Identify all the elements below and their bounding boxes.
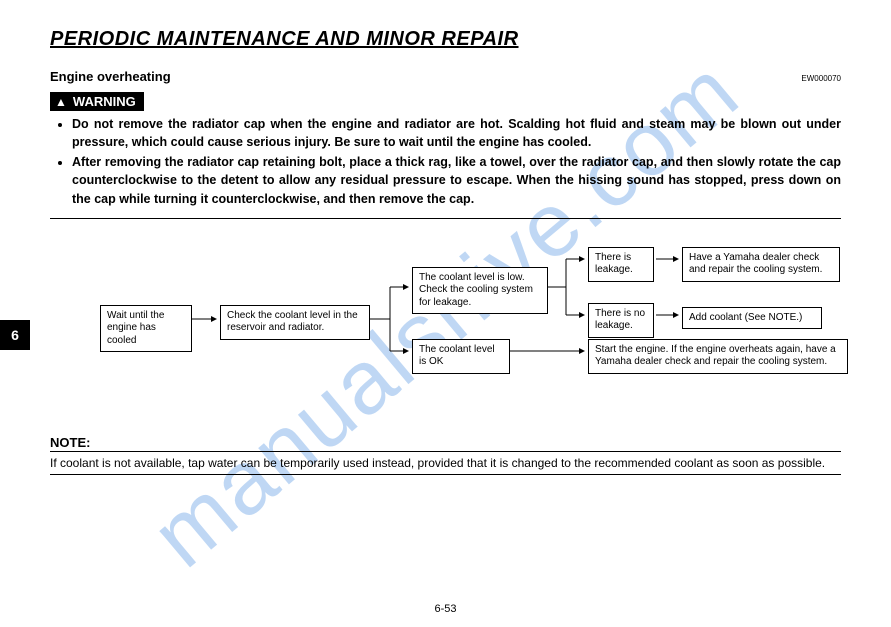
flow-box-leakage: There is leakage. bbox=[588, 247, 654, 282]
flow-box-level-ok: The coolant level is OK bbox=[412, 339, 510, 374]
warning-bullet: After removing the radiator cap retainin… bbox=[72, 153, 841, 207]
flow-box-no-leakage: There is no leakage. bbox=[588, 303, 654, 338]
page-content: PERIODIC MAINTENANCE AND MINOR REPAIR En… bbox=[0, 0, 891, 495]
section-subtitle: Engine overheating bbox=[50, 69, 171, 84]
note-heading: NOTE: bbox=[50, 435, 841, 452]
page-title: PERIODIC MAINTENANCE AND MINOR REPAIR bbox=[50, 28, 841, 51]
flow-box-restart-engine: Start the engine. If the engine overheat… bbox=[588, 339, 848, 374]
flow-box-check-level: Check the coolant level in the reservoir… bbox=[220, 305, 370, 340]
page-number: 6-53 bbox=[0, 603, 891, 615]
flow-box-wait: Wait until the engine has cooled bbox=[100, 305, 192, 353]
warning-bullet: Do not remove the radiator cap when the … bbox=[72, 115, 841, 151]
warning-bullets: Do not remove the radiator cap when the … bbox=[50, 115, 841, 208]
flow-box-dealer-repair: Have a Yamaha dealer check and repair th… bbox=[682, 247, 840, 282]
warning-triangle-icon: ▲ bbox=[55, 96, 67, 108]
flow-box-level-low: The coolant level is low. Check the cool… bbox=[412, 267, 548, 315]
flow-box-add-coolant: Add coolant (See NOTE.) bbox=[682, 307, 822, 330]
doc-id: EW000070 bbox=[801, 74, 841, 83]
divider bbox=[50, 218, 841, 219]
warning-label: WARNING bbox=[73, 94, 136, 109]
warning-badge: ▲ WARNING bbox=[50, 92, 144, 111]
note-body: If coolant is not available, tap water c… bbox=[50, 455, 841, 476]
flowchart: Wait until the engine has cooled Check t… bbox=[30, 237, 841, 387]
